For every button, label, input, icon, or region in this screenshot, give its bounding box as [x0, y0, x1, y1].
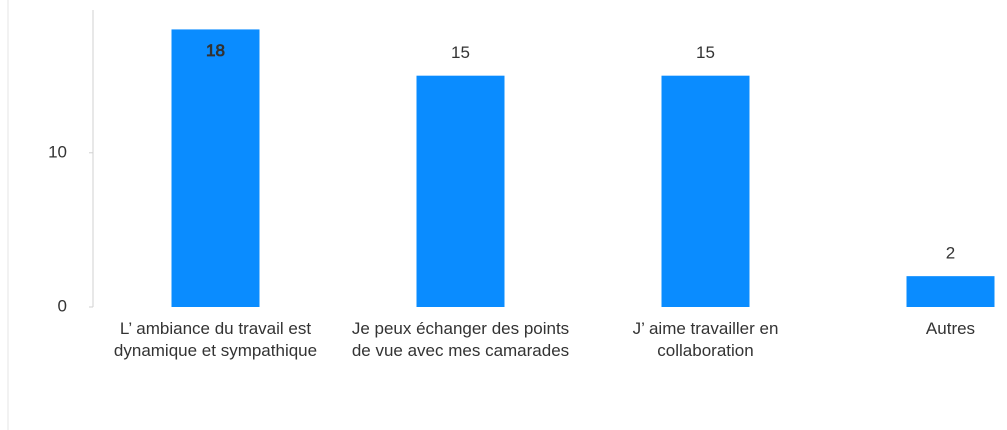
x-tick-label: Autres	[925, 319, 976, 338]
x-tick-label: L’ ambiance du travail est dynamique et …	[113, 319, 318, 360]
data-label: 15	[451, 43, 470, 62]
data-label: 18	[206, 41, 225, 60]
y-tick-label: 10	[48, 142, 67, 161]
bar	[171, 29, 260, 308]
y-tick-label: 0	[58, 296, 67, 315]
x-tick-label: Je peux échanger des points de vue avec …	[351, 319, 570, 360]
bar	[416, 75, 505, 308]
bar	[661, 75, 750, 308]
data-label: 2	[946, 244, 955, 263]
bar	[906, 276, 995, 307]
x-tick-label: J’ aime travailler en collaboration	[632, 319, 779, 360]
data-label: 15	[696, 43, 715, 62]
